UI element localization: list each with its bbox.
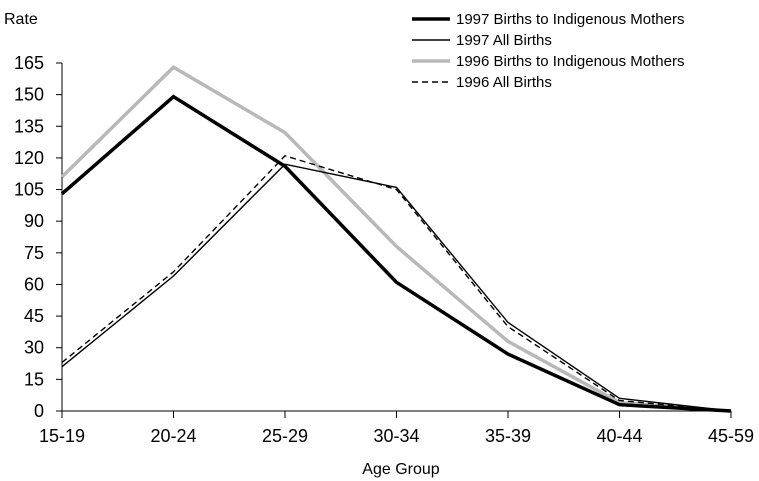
y-tick-label: 75	[24, 243, 44, 263]
y-tick-label: 0	[34, 401, 44, 421]
legend-label: 1997 Births to Indigenous Mothers	[456, 11, 684, 28]
y-tick-label: 30	[24, 338, 44, 358]
x-tick-label: 20-24	[150, 426, 196, 446]
y-tick-label: 135	[14, 116, 44, 136]
series-line	[62, 164, 731, 411]
x-tick-label: 25-29	[262, 426, 308, 446]
y-tick-label: 45	[24, 306, 44, 326]
y-tick-label: 120	[14, 148, 44, 168]
y-tick-label: 60	[24, 274, 44, 294]
y-axis-title: Rate	[4, 11, 38, 28]
x-tick-label: 45-59	[708, 426, 754, 446]
x-tick-label: 35-39	[485, 426, 531, 446]
plot-area: 0 15 30 45 60 75 90 105 120 135 150 165 15-19 20-24 25…	[14, 53, 754, 446]
series-line	[62, 97, 731, 411]
legend-label: 1997 All Births	[456, 32, 552, 49]
x-tick-label: 30-34	[373, 426, 419, 446]
y-tick-label: 165	[14, 53, 44, 73]
x-tick-label: 15-19	[39, 426, 85, 446]
x-axis-title: Age Group	[362, 461, 439, 478]
x-tick-label: 40-44	[596, 426, 642, 446]
legend-label: 1996 Births to Indigenous Mothers	[456, 53, 684, 70]
y-tick-label: 150	[14, 85, 44, 105]
legend-label: 1996 All Births	[456, 74, 552, 91]
series-line	[62, 67, 731, 411]
y-tick-label: 15	[24, 369, 44, 389]
legend: 1997 Births to Indigenous Mothers 1997 Al…	[412, 11, 684, 91]
y-tick-label: 105	[14, 180, 44, 200]
y-tick-label: 90	[24, 211, 44, 231]
